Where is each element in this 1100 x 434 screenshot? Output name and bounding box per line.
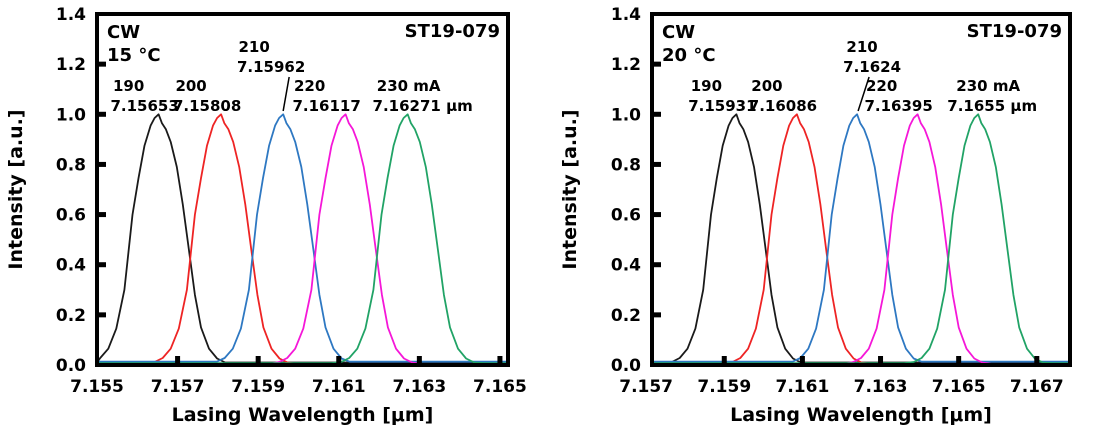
- y-tick-mark: [97, 111, 106, 117]
- x-tick-mark: [255, 356, 261, 365]
- y-tick-label: 0.2: [56, 306, 86, 326]
- temperature-annotation: 15 °C: [107, 45, 161, 66]
- y-tick-label: 0.8: [611, 155, 641, 175]
- y-tick-label: 0.4: [56, 256, 86, 276]
- peak-current-label: 210: [846, 38, 877, 56]
- x-tick-label: 7.163: [854, 377, 908, 397]
- mode-annotation: CW: [107, 22, 140, 43]
- x-tick-label: 7.159: [697, 377, 751, 397]
- peak-label-leader-line: [282, 76, 290, 112]
- x-tick-mark: [878, 356, 884, 365]
- x-axis-label: Lasing Wavelength [μm]: [730, 404, 992, 426]
- peak-current-label: 210: [239, 38, 270, 56]
- peak-wavelength-label: 7.16086: [749, 97, 817, 115]
- series-curve-220mA: [96, 113, 509, 366]
- plot-frame: [650, 12, 1072, 367]
- x-tick-label: 7.165: [473, 377, 527, 397]
- peak-wavelength-label: 7.16395: [864, 97, 932, 115]
- chart-panel-15c: 7.155 7.157 7.159 7.161 7.163 7.165 0.0 0.2 0.4 0…: [5, 5, 527, 426]
- y-tick-label: 1.0: [56, 105, 86, 125]
- peak-current-label: 220: [866, 77, 897, 95]
- x-tick-label: 7.167: [1010, 377, 1064, 397]
- y-tick-mark: [97, 212, 106, 218]
- y-tick-mark: [97, 161, 106, 167]
- peak-current-label: 200: [751, 77, 782, 95]
- y-tick-label: 0.0: [611, 356, 641, 376]
- x-tick-label: 7.157: [619, 377, 673, 397]
- x-tick-label: 7.161: [776, 377, 830, 397]
- y-tick-mark: [97, 262, 106, 268]
- y-tick-mark: [652, 111, 661, 117]
- spectrum-chart-15c: 7.155 7.157 7.159 7.161 7.163 7.165 0.0 0.2 0.4 0…: [5, 5, 527, 426]
- series-curve-200mA: [651, 113, 1071, 365]
- series-curve-200mA: [96, 113, 509, 365]
- peak-wavelength-label: 7.15962: [237, 58, 305, 76]
- mode-annotation: CW: [662, 22, 695, 43]
- series-curve-220mA: [651, 113, 1071, 366]
- y-tick-label: 0.2: [611, 306, 641, 326]
- y-tick-label: 1.2: [611, 55, 641, 75]
- series-curve-190mA: [96, 113, 509, 364]
- x-tick-mark: [416, 356, 422, 365]
- y-tick-mark: [652, 161, 661, 167]
- series-curve-210mA: [651, 113, 1071, 363]
- series-curve-230mA: [651, 113, 1071, 365]
- chart-panel-20c: 7.157 7.159 7.161 7.163 7.165 7.167 0.0 0.2 0.4 0…: [550, 0, 1100, 434]
- series-curve-210mA: [96, 113, 509, 363]
- x-tick-mark: [1034, 356, 1040, 365]
- x-tick-label: 7.159: [231, 377, 285, 397]
- x-tick-label: 7.155: [70, 377, 124, 397]
- plot-frame: [95, 12, 510, 367]
- temperature-annotation: 20 °C: [662, 45, 716, 66]
- peak-wavelength-label: 7.16271 μm: [373, 97, 473, 115]
- x-tick-mark: [721, 356, 727, 365]
- x-tick-mark: [336, 356, 342, 365]
- x-tick-mark: [497, 356, 503, 365]
- y-tick-mark: [97, 61, 106, 67]
- y-tick-label: 1.4: [611, 5, 641, 25]
- peak-current-label: 220: [294, 77, 325, 95]
- y-tick-label: 1.2: [56, 55, 86, 75]
- series-curve-230mA: [96, 113, 509, 365]
- x-tick-label: 7.165: [932, 377, 986, 397]
- y-tick-label: 0.6: [56, 206, 86, 226]
- peak-wavelength-label: 7.16117: [292, 97, 360, 115]
- x-tick-label: 7.157: [151, 377, 205, 397]
- peak-wavelength-label: 7.15808: [173, 97, 241, 115]
- x-tick-mark: [956, 356, 962, 365]
- y-tick-mark: [652, 61, 661, 67]
- device-id-annotation: ST19-079: [967, 21, 1062, 42]
- peak-current-label: 190: [691, 77, 722, 95]
- y-tick-mark: [652, 312, 661, 318]
- y-tick-label: 1.4: [56, 5, 86, 25]
- peak-wavelength-label: 7.1655 μm: [947, 97, 1037, 115]
- device-id-annotation: ST19-079: [405, 21, 500, 42]
- y-tick-label: 0.4: [611, 256, 641, 276]
- series-curve-190mA: [651, 113, 1071, 364]
- y-axis-label: Intensity [a.u.]: [5, 109, 27, 269]
- peak-current-label: 190: [113, 77, 144, 95]
- y-tick-label: 0.6: [611, 206, 641, 226]
- x-tick-label: 7.163: [392, 377, 446, 397]
- y-tick-mark: [652, 262, 661, 268]
- peak-label-leader-line: [857, 76, 870, 112]
- x-tick-mark: [175, 356, 181, 365]
- y-tick-label: 0.8: [56, 155, 86, 175]
- y-tick-mark: [652, 212, 661, 218]
- peak-wavelength-label: 7.15653: [110, 97, 178, 115]
- x-tick-mark: [799, 356, 805, 365]
- spectrum-chart-20c: 7.157 7.159 7.161 7.163 7.165 7.167 0.0 0.2 0.4 0…: [559, 5, 1072, 426]
- y-axis-label: Intensity [a.u.]: [559, 109, 581, 269]
- y-tick-label: 0.0: [56, 356, 86, 376]
- x-tick-label: 7.161: [312, 377, 366, 397]
- peak-wavelength-label: 7.1624: [843, 58, 901, 76]
- peak-wavelength-label: 7.15931: [688, 97, 756, 115]
- peak-current-label: 230 mA: [956, 77, 1020, 95]
- peak-current-label: 200: [175, 77, 206, 95]
- y-tick-mark: [97, 312, 106, 318]
- x-axis-label: Lasing Wavelength [μm]: [172, 404, 434, 426]
- peak-current-label: 230 mA: [377, 77, 441, 95]
- y-tick-label: 1.0: [611, 105, 641, 125]
